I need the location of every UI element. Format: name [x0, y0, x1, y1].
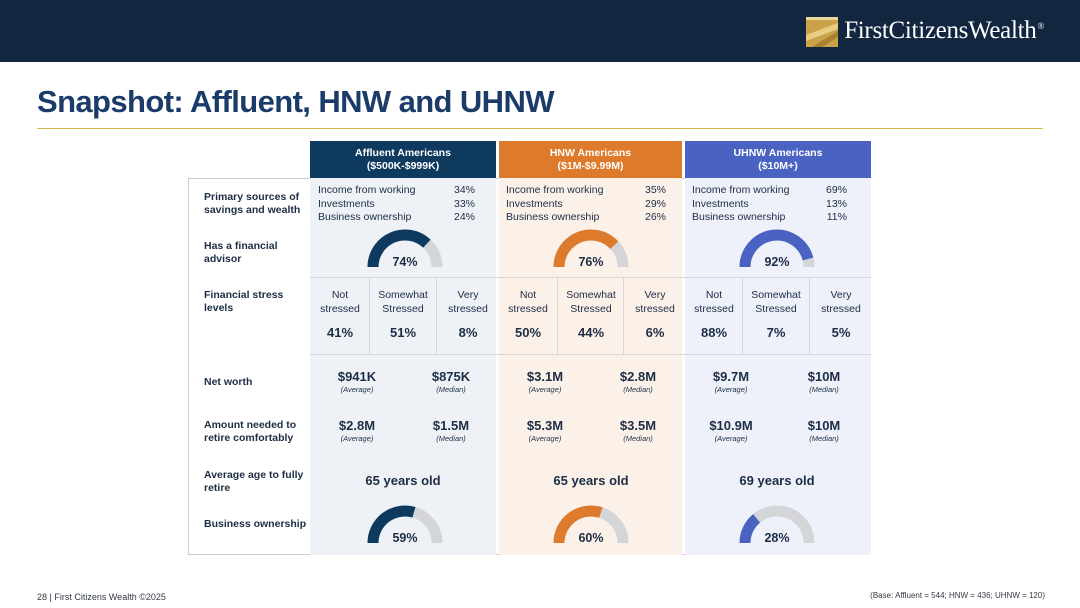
- sources-list-uhnw: Income from working 69% Investments 13% Bu…: [692, 184, 847, 223]
- retire-amount-average-hnw: $5.3M (Average): [526, 418, 564, 443]
- advisor-gauge-label: 74%: [392, 255, 418, 269]
- stress-value: 88%: [700, 325, 728, 340]
- row-label-networth: Net worth: [204, 376, 253, 388]
- stress-label: Very stressed: [821, 289, 861, 315]
- retire-amount-median-uhnw: $10M (Median): [807, 418, 841, 443]
- stress-value: 41%: [326, 325, 354, 340]
- stress-value: 50%: [514, 325, 542, 340]
- gauge-fill: [553, 505, 603, 544]
- networth-median-hnw: $2.8M (Median): [619, 369, 657, 394]
- uhnw-column-header: UHNW Americans ($10M+): [685, 141, 871, 178]
- stress-value: 51%: [389, 325, 417, 340]
- retire-amount-average-affluent: $2.8M (Average): [338, 418, 376, 443]
- stress-label: Not stressed: [320, 289, 360, 315]
- sources-list-affluent: Income from working 34% Investments 33% Bu…: [318, 184, 475, 223]
- row-label-sources: Primary sources of savings and wealth: [204, 191, 301, 216]
- header-bar: FirstCitizensWealth®: [0, 0, 1080, 62]
- stress-divider: [436, 277, 437, 354]
- gauge-fill: [553, 229, 619, 268]
- stress-value: 6%: [645, 325, 665, 340]
- uhnw-column-bg: [685, 178, 871, 555]
- stress-divider: [623, 277, 624, 354]
- title-divider: [37, 128, 1043, 129]
- retire-age-affluent: 65 years old: [365, 473, 441, 488]
- networth-average-uhnw: $9.7M (Average): [712, 369, 750, 394]
- retire-amount-median-affluent: $1.5M (Median): [432, 418, 470, 443]
- retire-amount-average-uhnw: $10.9M (Average): [709, 418, 753, 443]
- gauge-fill: [367, 229, 431, 268]
- stress-label: Somewhat Stressed: [378, 289, 428, 315]
- stress-value: 5%: [831, 325, 851, 340]
- advisor-gauge-label: 76%: [578, 255, 604, 269]
- row-label-business: Business ownership: [204, 518, 307, 530]
- brand-name: FirstCitizensWealth®: [844, 17, 1044, 44]
- affluent-column-bg: [310, 178, 496, 555]
- stress-label: Somewhat Stressed: [566, 289, 616, 315]
- hnw-column-bg: [499, 178, 682, 555]
- advisor-gauge-hnw: [553, 229, 629, 268]
- row-label-retire-age: Average age to fully retire: [204, 469, 304, 494]
- stress-divider: [742, 277, 743, 354]
- networth-average-affluent: $941K (Average): [337, 369, 377, 394]
- stress-divider: [809, 277, 810, 354]
- sources-list-hnw: Income from working 35% Investments 29% Bu…: [506, 184, 666, 223]
- gauge-fill: [739, 514, 761, 544]
- page-title: Snapshot: Affluent, HNW and UHNW: [37, 84, 555, 119]
- business-gauge-hnw: [553, 505, 629, 544]
- comparison-table: Affluent Americans ($500K-$999K) HNW Amer…: [188, 141, 871, 555]
- row-label-stress: Financial stress levels: [204, 289, 284, 314]
- affluent-column-header: Affluent Americans ($500K-$999K): [310, 141, 496, 178]
- networth-median-uhnw: $10M (Median): [807, 369, 841, 394]
- business-gauge-label: 28%: [764, 531, 790, 545]
- retire-age-uhnw: 69 years old: [739, 473, 815, 488]
- stress-label: Not stressed: [508, 289, 548, 315]
- stress-label: Somewhat Stressed: [751, 289, 801, 315]
- stress-value: 44%: [577, 325, 605, 340]
- stress-value: 8%: [458, 325, 478, 340]
- stress-label: Not stressed: [694, 289, 734, 315]
- brand-logo: FirstCitizensWealth®: [804, 12, 1044, 50]
- retire-age-hnw: 65 years old: [553, 473, 629, 488]
- business-gauge-label: 60%: [578, 531, 604, 545]
- stress-divider: [557, 277, 558, 354]
- advisor-gauge-affluent: [367, 229, 443, 268]
- gauge-fill: [739, 229, 814, 268]
- networth-median-affluent: $875K (Median): [431, 369, 471, 394]
- advisor-gauge-label: 92%: [764, 255, 790, 269]
- gauge-fill: [367, 505, 416, 544]
- row-label-advisor: Has a financial advisor: [204, 240, 278, 265]
- footer-base-note: (Base: Affluent = 544; HNW = 436; UHNW =…: [870, 591, 1045, 600]
- business-gauge-label: 59%: [392, 531, 418, 545]
- business-gauge-uhnw: [739, 505, 815, 544]
- row-divider: [310, 277, 871, 278]
- stress-value: 7%: [766, 325, 786, 340]
- advisor-gauge-uhnw: [739, 229, 815, 268]
- footer-page-info: 28 | First Citizens Wealth ©2025: [37, 592, 166, 602]
- stress-label: Very stressed: [448, 289, 488, 315]
- brand-mark-icon: [806, 17, 839, 47]
- stress-divider: [369, 277, 370, 354]
- networth-average-hnw: $3.1M (Average): [526, 369, 564, 394]
- retire-amount-median-hnw: $3.5M (Median): [619, 418, 657, 443]
- row-divider: [310, 354, 871, 355]
- hnw-column-header: HNW Americans ($1M-$9.99M): [499, 141, 682, 178]
- business-gauge-affluent: [367, 505, 443, 544]
- stress-label: Very stressed: [635, 289, 675, 315]
- row-label-retire-amount: Amount needed to retire comfortably: [204, 419, 297, 444]
